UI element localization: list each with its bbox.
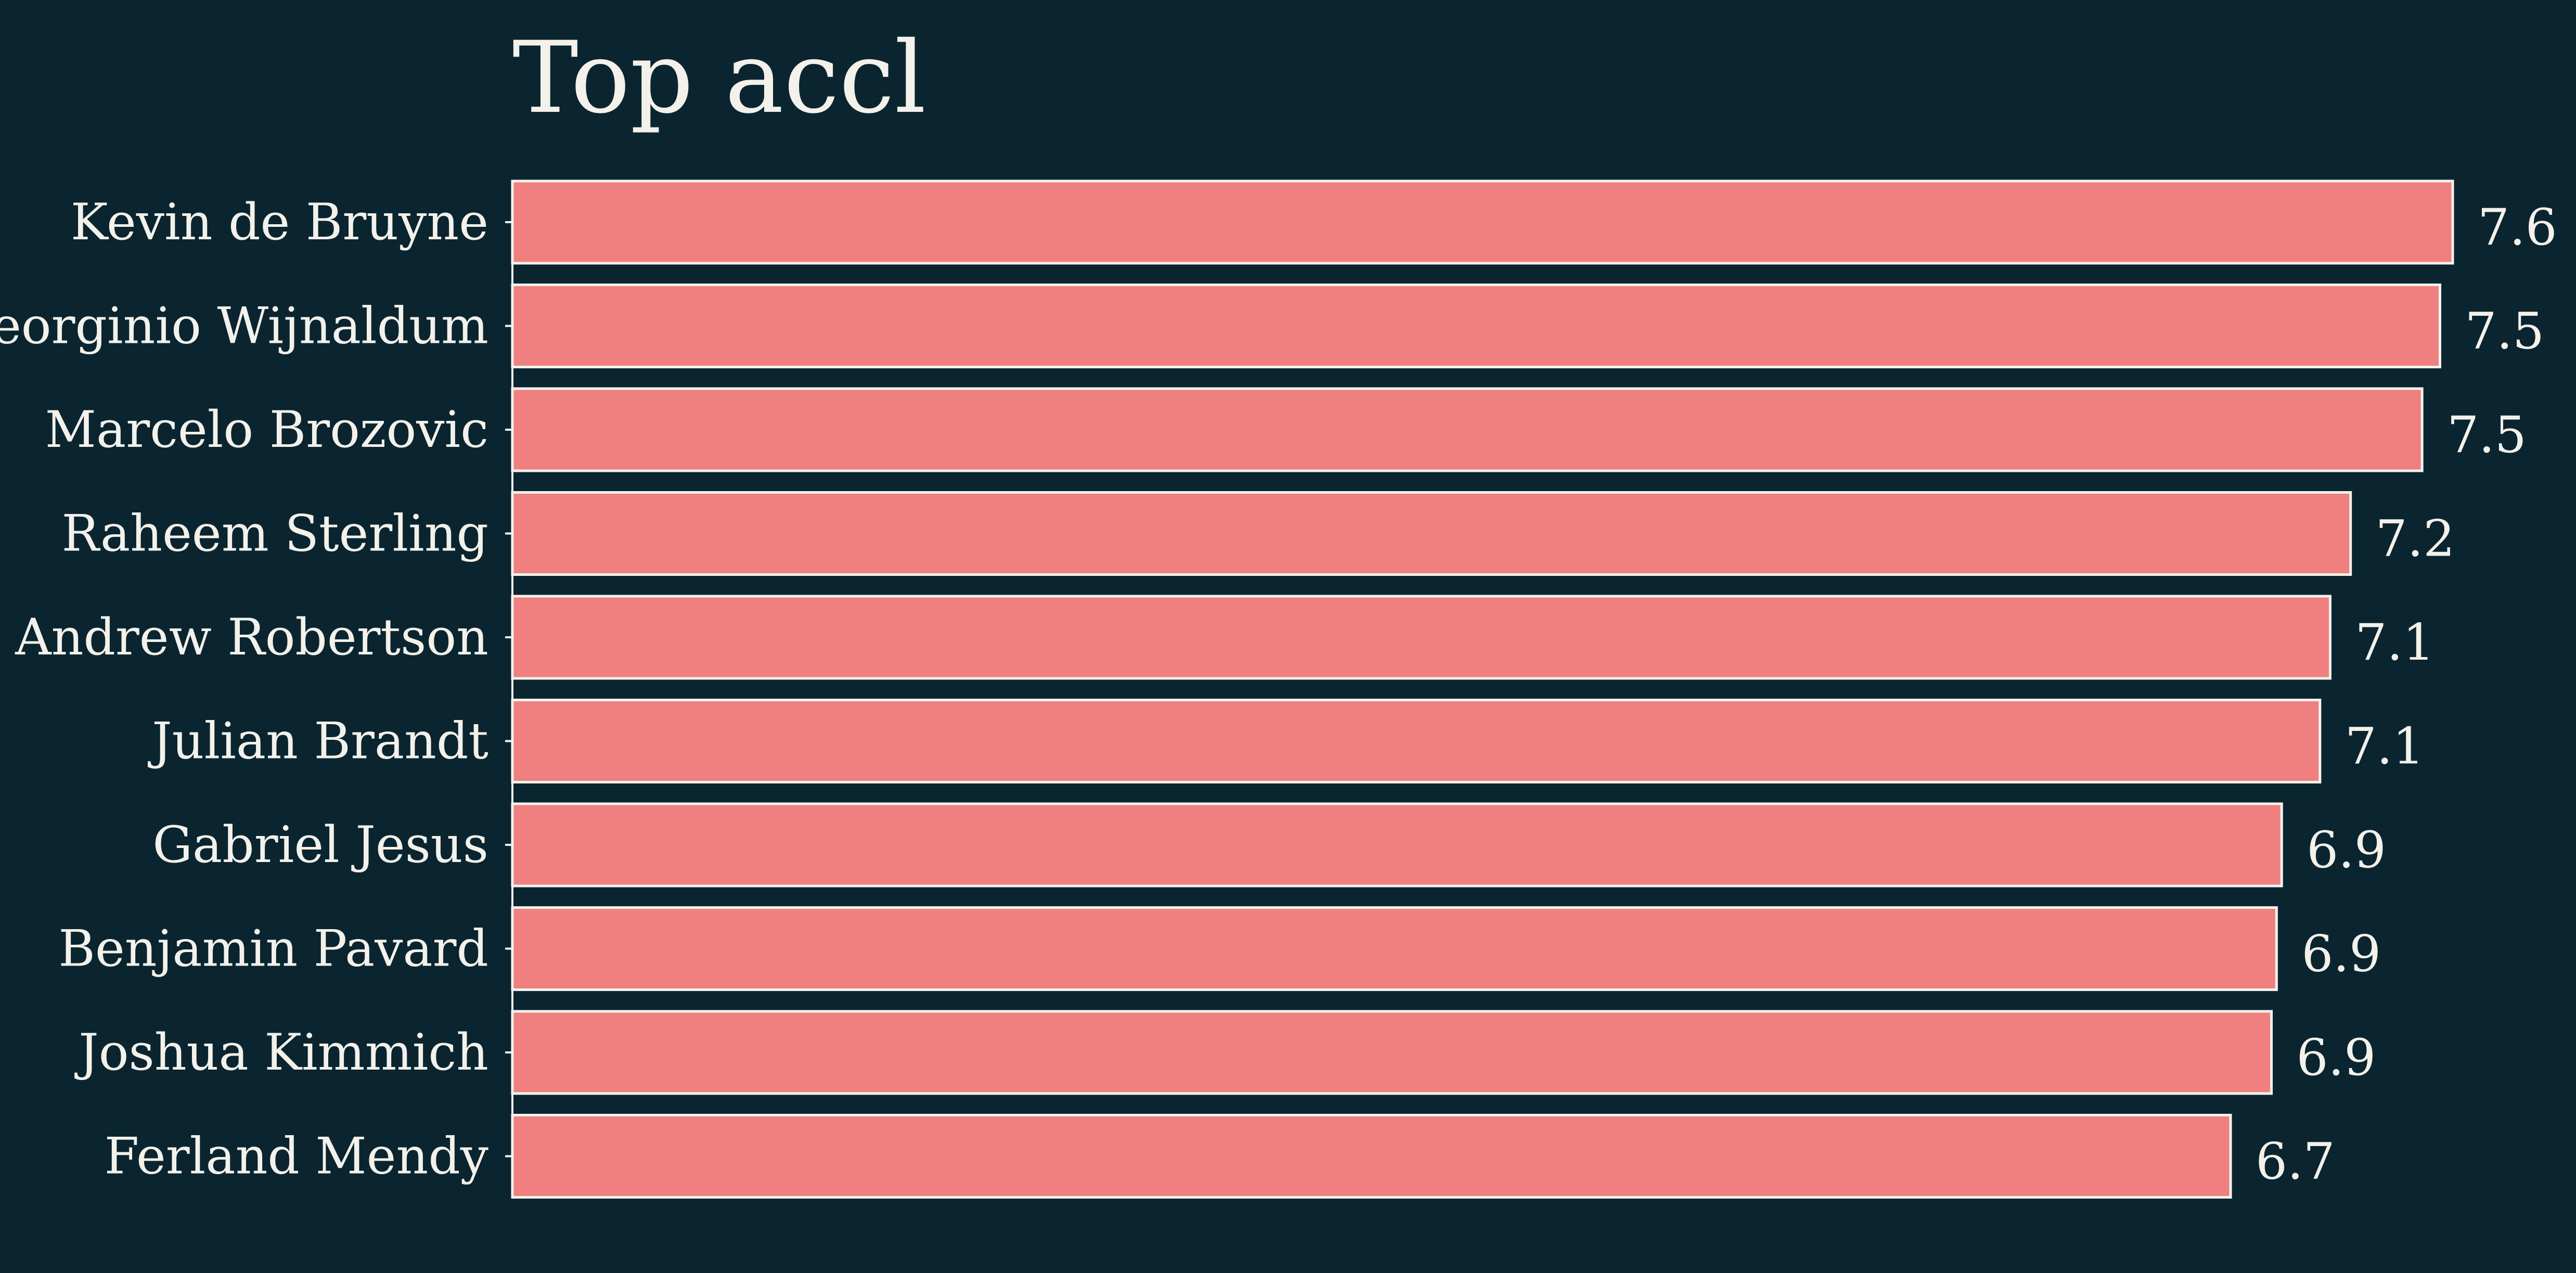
bars-layer <box>511 179 2454 1199</box>
bar <box>511 906 2278 991</box>
y-tick-label: Kevin de Bruyne <box>71 193 488 251</box>
bar <box>511 1010 2273 1095</box>
y-tick-label: Marcelo Brozovic <box>45 401 488 459</box>
value-label: 7.5 <box>2465 302 2544 361</box>
chart-title: Top accl <box>512 20 926 135</box>
bar <box>511 1114 2232 1199</box>
bar <box>511 491 2352 576</box>
y-tick-label: Julian Brandt <box>147 712 488 770</box>
bar <box>511 179 2454 265</box>
value-label: 7.2 <box>2376 510 2455 568</box>
value-label: 7.1 <box>2345 717 2425 776</box>
y-tick-label: Gabriel Jesus <box>152 816 488 874</box>
y-tick-label: Georginio Wijnaldum <box>0 297 488 355</box>
bar <box>511 699 2322 783</box>
y-tick-label: Raheem Sterling <box>62 505 488 563</box>
value-label: 6.9 <box>2307 821 2386 879</box>
value-label: 7.6 <box>2478 198 2557 256</box>
y-tick-label: Joshua Kimmich <box>74 1023 488 1082</box>
bar <box>511 802 2283 888</box>
value-label: 7.5 <box>2447 406 2527 464</box>
y-tick-label: Ferland Mendy <box>105 1127 488 1186</box>
y-tick-label: Andrew Robertson <box>15 608 488 666</box>
bar <box>511 595 2332 680</box>
y-tick-label: Benjamin Pavard <box>58 920 488 978</box>
bar <box>511 284 2441 368</box>
value-label: 7.1 <box>2355 613 2435 672</box>
value-label: 6.7 <box>2256 1133 2335 1191</box>
y-ticks-layer: Kevin de Bruyne Georginio Wijnaldum Marcel… <box>0 193 512 1186</box>
value-label: 6.9 <box>2297 1028 2376 1087</box>
value-labels-layer: 7.6 7.5 7.5 7.2 7.1 7.1 6.9 6.9 6.9 6.7 <box>2256 198 2557 1191</box>
bar <box>511 387 2424 472</box>
value-label: 6.9 <box>2301 925 2381 983</box>
